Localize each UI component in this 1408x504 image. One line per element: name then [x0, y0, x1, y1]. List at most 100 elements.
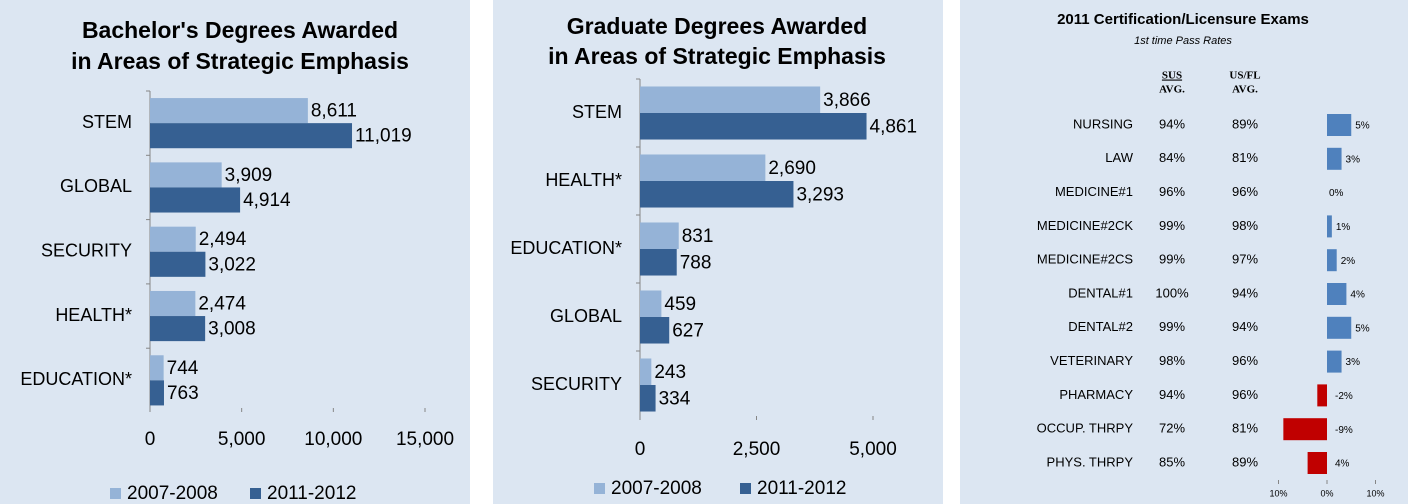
bar — [1283, 418, 1327, 441]
us-fl-value: 89% — [1232, 116, 1258, 131]
sus-value: 96% — [1159, 184, 1185, 199]
value-label: 3% — [1346, 357, 1361, 368]
bar — [640, 249, 677, 276]
bar — [640, 181, 794, 208]
bar — [640, 290, 662, 317]
x-tick-label: 0 — [145, 429, 156, 450]
row-label: MEDICINE#2CS — [1037, 252, 1133, 267]
row-label: PHARMACY — [1059, 387, 1133, 402]
column-header: SUS — [1162, 70, 1182, 82]
y-tick-label: GLOBAL — [550, 306, 622, 326]
column-header: AVG. — [1159, 84, 1185, 96]
legend-swatch — [594, 483, 605, 494]
value-label: 3,866 — [823, 90, 871, 111]
bar — [640, 317, 670, 344]
legend-label: 2011-2012 — [267, 483, 356, 504]
y-tick-label: STEM — [82, 112, 132, 132]
bar — [150, 123, 353, 149]
value-label: 763 — [167, 383, 199, 404]
chart-title: Graduate Degrees Awarded — [567, 13, 867, 39]
chart-title: in Areas of Strategic Emphasis — [71, 48, 409, 74]
bar — [640, 113, 867, 140]
legend-label: 2007-2008 — [127, 483, 218, 504]
chart-subtitle: 1st time Pass Rates — [1134, 35, 1232, 47]
bar — [1307, 452, 1327, 474]
bar — [1327, 114, 1352, 136]
legend-label: 2011-2012 — [757, 478, 846, 499]
y-tick-label: SECURITY — [531, 374, 622, 394]
sus-value: 94% — [1159, 387, 1185, 402]
value-label: 4,861 — [870, 116, 918, 137]
us-fl-value: 96% — [1232, 387, 1258, 402]
x-tick-label: 10,000 — [304, 429, 362, 450]
us-fl-value: 81% — [1232, 421, 1258, 436]
y-tick-label: HEALTH* — [55, 305, 132, 325]
sus-value: 72% — [1159, 421, 1185, 436]
y-tick-label: EDUCATION* — [510, 238, 622, 258]
value-label: 3,293 — [796, 184, 844, 205]
y-tick-label: EDUCATION* — [20, 369, 132, 389]
legend-label: 2007-2008 — [611, 478, 702, 499]
value-label: 3,909 — [225, 165, 273, 186]
bar — [1327, 249, 1337, 272]
bar — [150, 226, 196, 252]
bar — [1327, 350, 1342, 373]
sus-value: 85% — [1159, 454, 1185, 469]
value-label: 4% — [1335, 459, 1350, 470]
chart-title: Bachelor's Degrees Awarded — [82, 17, 398, 43]
value-label: 831 — [682, 226, 714, 247]
bar — [150, 380, 164, 406]
column-header: AVG. — [1232, 84, 1258, 96]
us-fl-value: 94% — [1232, 319, 1258, 334]
panel-bg — [0, 0, 470, 504]
value-label: -9% — [1335, 425, 1353, 436]
value-label: 2,494 — [199, 229, 247, 250]
bar — [640, 154, 766, 181]
value-label: 459 — [664, 294, 696, 315]
row-label: DENTAL#2 — [1068, 319, 1133, 334]
us-fl-value: 94% — [1232, 285, 1258, 300]
value-label: 8,611 — [311, 101, 357, 122]
sus-value: 99% — [1159, 218, 1185, 233]
x-tick-label: 2,500 — [733, 439, 781, 460]
panel-bg — [493, 0, 943, 504]
value-label: 0% — [1329, 188, 1344, 199]
row-label: MEDICINE#2CK — [1037, 218, 1133, 233]
bar — [640, 222, 679, 249]
sus-value: 84% — [1159, 150, 1185, 165]
value-label: 4,914 — [243, 190, 291, 211]
row-label: DENTAL#1 — [1068, 285, 1133, 300]
y-tick-label: STEM — [572, 102, 622, 122]
y-tick-label: SECURITY — [41, 241, 132, 261]
sus-value: 99% — [1159, 319, 1185, 334]
value-label: 5% — [1355, 323, 1370, 334]
y-tick-label: HEALTH* — [545, 170, 622, 190]
bar — [640, 358, 652, 385]
chart-title: in Areas of Strategic Emphasis — [548, 43, 886, 69]
value-label: 3,008 — [208, 319, 256, 340]
bar — [150, 187, 241, 213]
bar — [1327, 283, 1347, 305]
legend-swatch — [110, 488, 121, 499]
column-header: US/FL — [1229, 70, 1260, 82]
us-fl-value: 96% — [1232, 353, 1258, 368]
value-label: 3% — [1346, 154, 1361, 165]
bar — [1327, 147, 1342, 170]
value-label: 2,474 — [198, 294, 246, 315]
value-label: 5% — [1355, 121, 1370, 132]
x-tick-label: 0 — [635, 439, 646, 460]
bar — [150, 251, 206, 277]
bar — [150, 162, 222, 188]
us-fl-value: 89% — [1232, 454, 1258, 469]
us-fl-value: 96% — [1232, 184, 1258, 199]
us-fl-value: 81% — [1232, 150, 1258, 165]
bar — [150, 290, 196, 317]
bar — [1317, 384, 1327, 407]
value-label: 744 — [167, 358, 199, 379]
row-label: MEDICINE#1 — [1055, 184, 1133, 199]
x-tick-label: 15,000 — [396, 429, 454, 450]
sus-value: 98% — [1159, 353, 1185, 368]
row-label: NURSING — [1073, 116, 1133, 131]
x-tick-label: 10% — [1269, 488, 1287, 498]
